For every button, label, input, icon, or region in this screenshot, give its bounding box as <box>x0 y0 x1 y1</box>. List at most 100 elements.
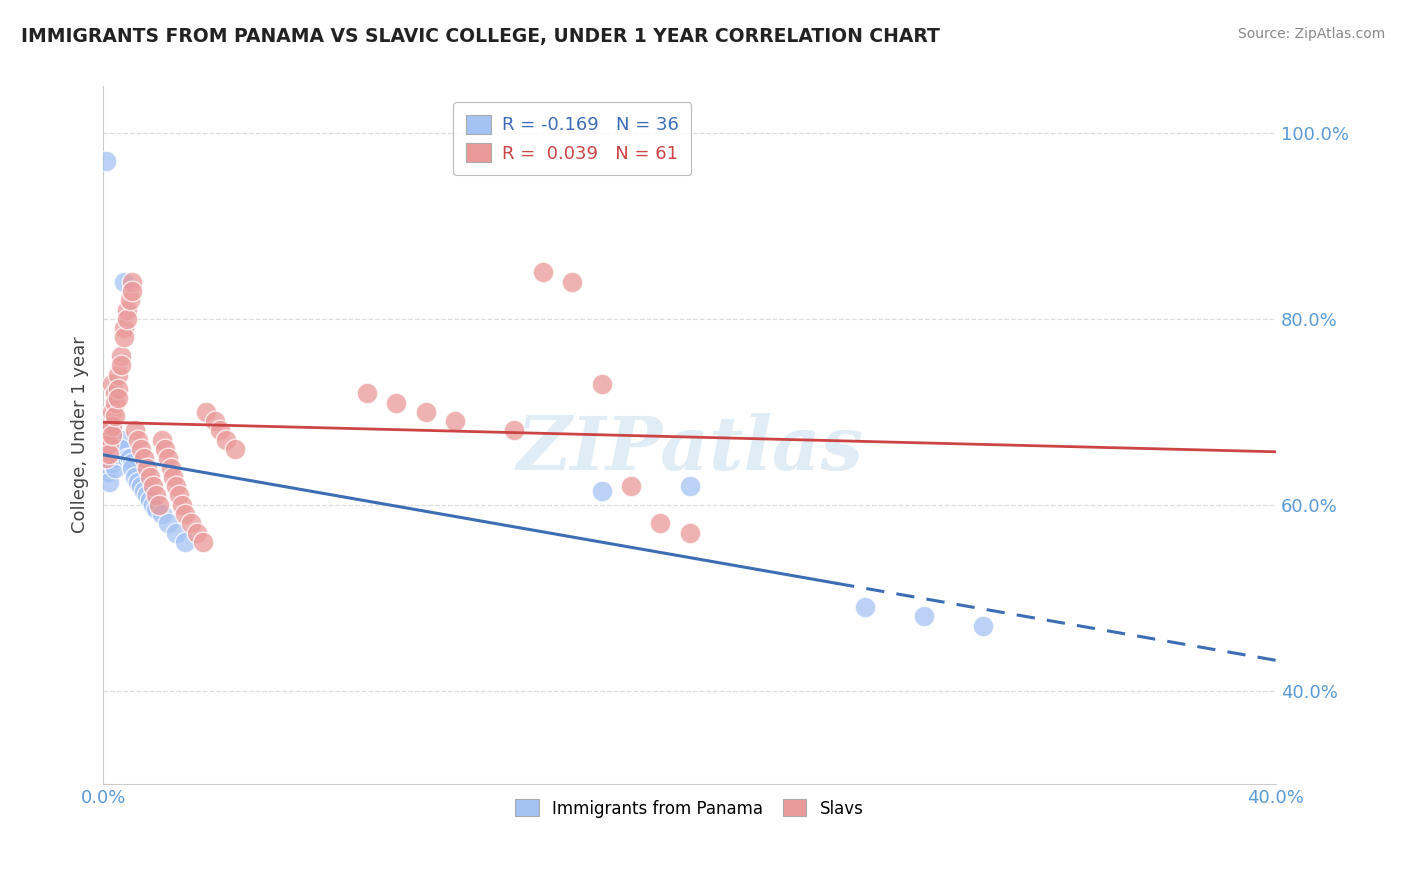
Point <box>444 414 467 428</box>
Point <box>121 284 143 298</box>
Point <box>98 437 121 451</box>
Point <box>101 418 124 433</box>
Point <box>107 391 129 405</box>
Point <box>127 475 149 489</box>
Point <box>165 479 187 493</box>
Point <box>121 456 143 470</box>
Point <box>142 498 165 512</box>
Point <box>94 465 117 479</box>
Point <box>134 483 156 498</box>
Point <box>150 507 173 521</box>
Point <box>94 153 117 168</box>
Point <box>129 479 152 493</box>
Point <box>591 376 613 391</box>
Point <box>156 451 179 466</box>
Point <box>112 321 135 335</box>
Point <box>356 386 378 401</box>
Point <box>101 376 124 391</box>
Point <box>124 470 146 484</box>
Point <box>124 424 146 438</box>
Point <box>127 433 149 447</box>
Point <box>101 442 124 456</box>
Text: ZIPatlas: ZIPatlas <box>516 413 863 485</box>
Point <box>134 451 156 466</box>
Point <box>224 442 246 456</box>
Point <box>620 479 643 493</box>
Point <box>115 302 138 317</box>
Point <box>107 447 129 461</box>
Point <box>115 311 138 326</box>
Point <box>121 275 143 289</box>
Point <box>145 488 167 502</box>
Point <box>174 507 197 521</box>
Point <box>104 451 127 466</box>
Point <box>107 442 129 456</box>
Point <box>385 395 408 409</box>
Point <box>101 428 124 442</box>
Point <box>180 516 202 531</box>
Point <box>110 442 132 456</box>
Point <box>912 609 935 624</box>
Point <box>104 409 127 424</box>
Point <box>121 460 143 475</box>
Point <box>139 470 162 484</box>
Point <box>98 475 121 489</box>
Point <box>162 470 184 484</box>
Point <box>107 382 129 396</box>
Point <box>148 498 170 512</box>
Point <box>186 525 208 540</box>
Point <box>172 498 194 512</box>
Point <box>107 368 129 382</box>
Point <box>145 502 167 516</box>
Point <box>855 600 877 615</box>
Point <box>215 433 238 447</box>
Point <box>98 424 121 438</box>
Point <box>650 516 672 531</box>
Point <box>139 493 162 508</box>
Point <box>115 451 138 466</box>
Point <box>142 479 165 493</box>
Legend: Immigrants from Panama, Slavs: Immigrants from Panama, Slavs <box>509 793 870 824</box>
Point <box>110 433 132 447</box>
Point <box>415 405 437 419</box>
Point <box>165 525 187 540</box>
Point <box>110 359 132 373</box>
Point <box>678 479 700 493</box>
Point <box>112 330 135 344</box>
Point <box>104 395 127 409</box>
Point <box>191 535 214 549</box>
Point <box>204 414 226 428</box>
Point <box>561 275 583 289</box>
Point <box>129 442 152 456</box>
Point <box>98 447 121 461</box>
Point <box>110 349 132 363</box>
Point <box>101 447 124 461</box>
Point <box>104 386 127 401</box>
Point <box>98 465 121 479</box>
Point <box>104 460 127 475</box>
Point <box>174 535 197 549</box>
Point <box>502 424 524 438</box>
Point <box>150 433 173 447</box>
Point <box>678 525 700 540</box>
Point <box>153 442 176 456</box>
Y-axis label: College, Under 1 year: College, Under 1 year <box>72 336 89 533</box>
Point <box>118 451 141 466</box>
Text: Source: ZipAtlas.com: Source: ZipAtlas.com <box>1237 27 1385 41</box>
Point <box>209 424 232 438</box>
Point <box>136 460 159 475</box>
Point <box>94 433 117 447</box>
Point <box>159 460 181 475</box>
Point <box>101 405 124 419</box>
Point <box>169 488 191 502</box>
Point <box>531 265 554 279</box>
Point <box>118 293 141 308</box>
Point <box>136 488 159 502</box>
Point <box>591 483 613 498</box>
Point <box>98 460 121 475</box>
Point <box>156 516 179 531</box>
Point <box>112 275 135 289</box>
Point <box>101 456 124 470</box>
Point <box>972 618 994 632</box>
Point <box>194 405 217 419</box>
